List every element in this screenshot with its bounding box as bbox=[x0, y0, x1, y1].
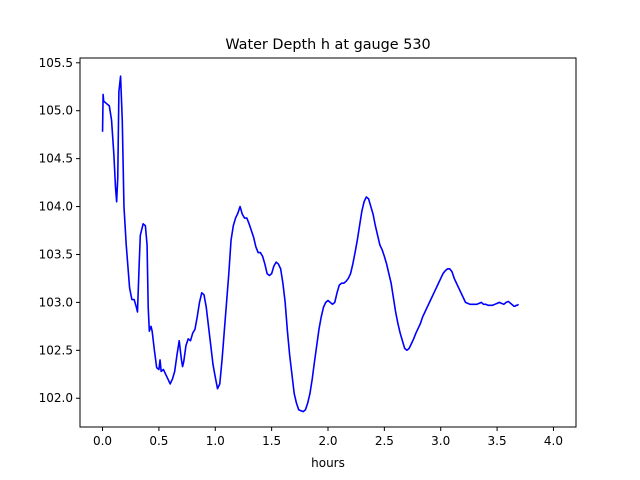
x-axis: 0.0 0.5 1.0 1.5 2.0 2.5 3.0 3.5 4.0 bbox=[93, 427, 563, 448]
chart-title: Water Depth h at gauge 530 bbox=[225, 37, 430, 53]
plot-frame bbox=[79, 57, 577, 428]
y-tick-label: 102.5 bbox=[39, 343, 73, 357]
x-tick-label: 1.0 bbox=[206, 434, 225, 448]
y-tick-label: 104.0 bbox=[39, 200, 73, 214]
y-tick-label: 102.0 bbox=[39, 391, 73, 405]
x-tick-label: 3.5 bbox=[488, 434, 507, 448]
y-tick-label: 103.0 bbox=[39, 295, 73, 309]
series-line bbox=[101, 75, 520, 413]
x-tick-label: 0.0 bbox=[93, 434, 112, 448]
y-tick-label: 105.5 bbox=[39, 56, 73, 70]
plot-area bbox=[101, 75, 520, 413]
x-tick-label: 2.5 bbox=[375, 434, 394, 448]
x-tick-label: 4.0 bbox=[544, 434, 563, 448]
y-axis: 102.0 102.5 103.0 103.5 104.0 104.5 105.0 105.5 bbox=[39, 56, 80, 405]
y-tick-label: 104.5 bbox=[39, 152, 73, 166]
x-axis-label: hours bbox=[311, 456, 345, 470]
x-tick-label: 1.5 bbox=[262, 434, 281, 448]
y-tick-label: 103.5 bbox=[39, 247, 73, 261]
x-tick-label: 2.0 bbox=[318, 434, 337, 448]
y-tick-label: 105.0 bbox=[39, 104, 73, 118]
x-tick-label: 3.0 bbox=[431, 434, 450, 448]
x-tick-label: 0.5 bbox=[149, 434, 168, 448]
